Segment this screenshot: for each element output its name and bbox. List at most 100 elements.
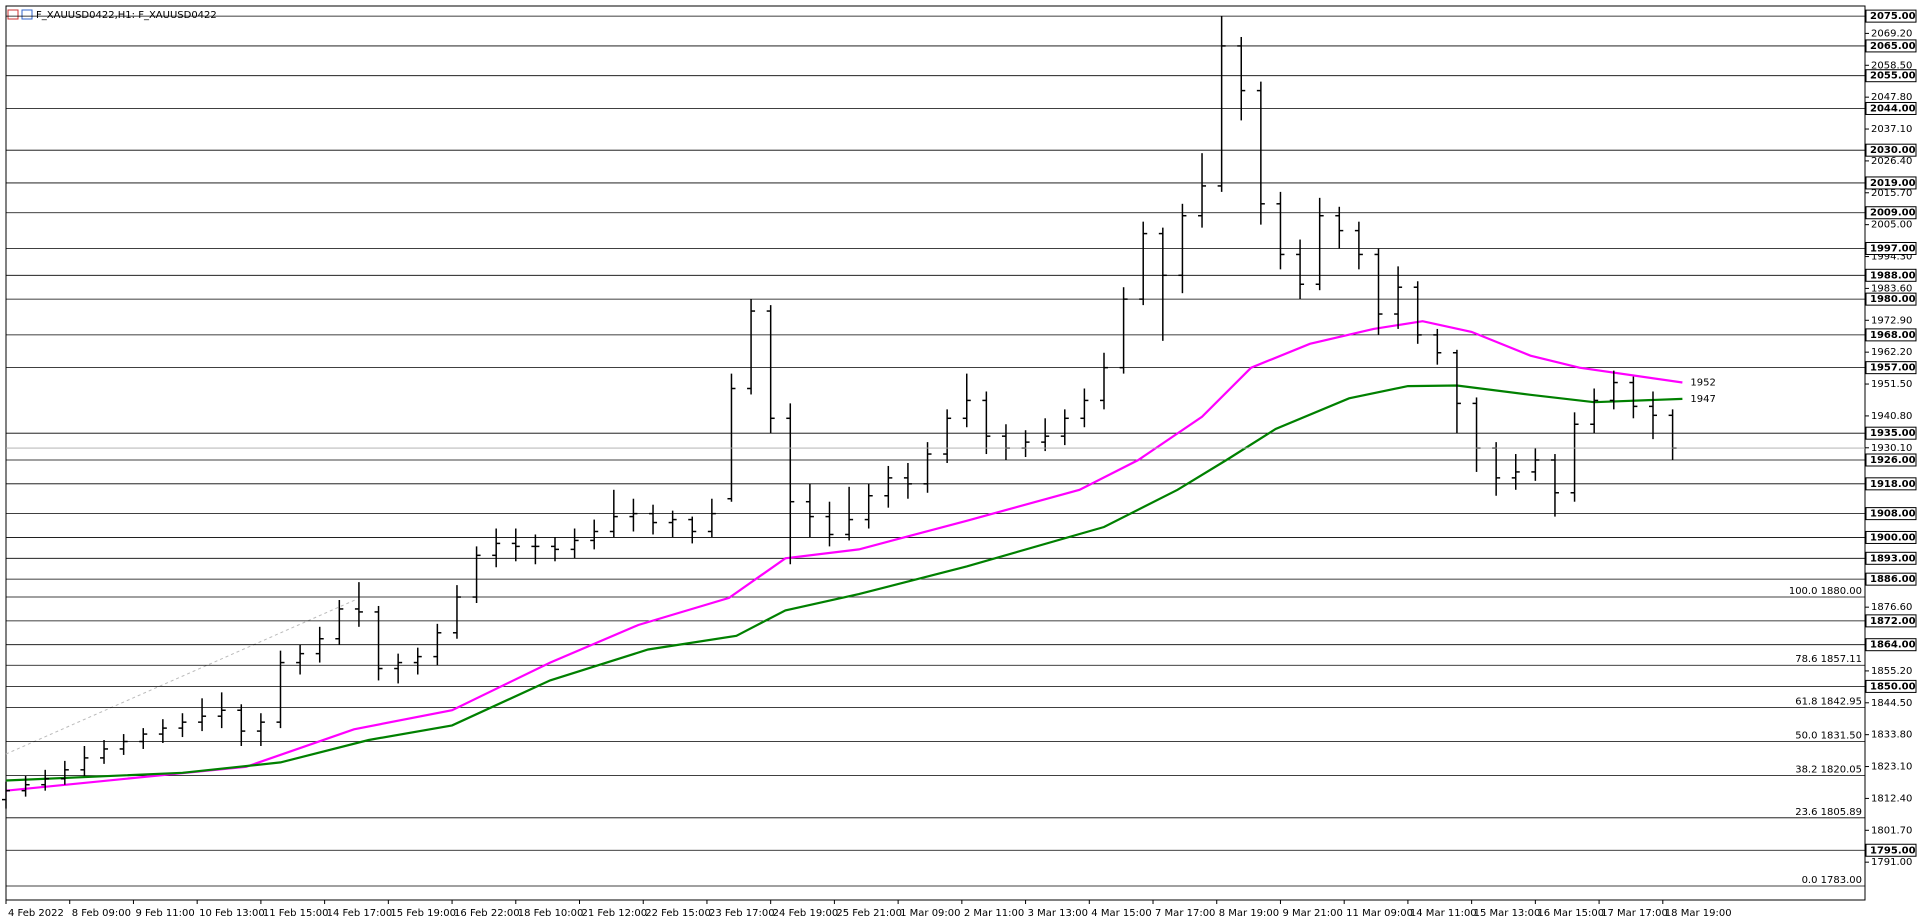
fib-label: 23.6 1805.89 [1795,807,1862,818]
y-tick-label: 1951.50 [1871,379,1912,390]
y-tick-label: 2015.70 [1871,188,1912,199]
x-tick-label: 14 Feb 17:00 [327,908,393,919]
level-box [1865,551,1917,565]
level-label: 1886.00 [1870,574,1916,585]
moving-average [5,320,1683,792]
y-tick-label: 2026.40 [1871,156,1912,167]
level-label: 1980.00 [1870,294,1916,305]
level-label: 2030.00 [1870,145,1916,156]
y-tick-label: 1940.80 [1871,411,1912,422]
level-box [1865,241,1917,255]
level-box [1865,176,1917,190]
fib-label: 50.0 1831.50 [1795,731,1862,742]
level-label: 1908.00 [1870,509,1916,520]
level-box [1865,292,1917,306]
level-box [1865,638,1917,652]
x-tick-label: 9 Mar 21:00 [1282,908,1342,919]
y-tick-label: 1812.40 [1871,793,1912,804]
line-end-label: 1947 [1690,394,1715,405]
x-tick-label: 3 Mar 13:00 [1028,908,1088,919]
y-tick-label: 2037.10 [1871,124,1912,135]
level-box [1865,530,1917,544]
level-label: 1864.00 [1870,640,1916,651]
level-box [1865,614,1917,628]
x-tick-label: 16 Feb 22:00 [454,908,520,919]
x-tick-label: 15 Mar 13:00 [1474,908,1541,919]
x-tick-label: 11 Feb 15:00 [263,908,329,919]
x-tick-label: 15 Feb 19:00 [390,908,456,919]
x-tick-label: 18 Mar 19:00 [1665,908,1732,919]
x-tick-label: 24 Feb 19:00 [773,908,839,919]
y-tick-label: 1983.60 [1871,283,1912,294]
x-tick-label: 2 Mar 11:00 [964,908,1024,919]
icon [21,9,33,20]
level-label: 1926.00 [1870,455,1916,466]
y-tick-label: 1962.20 [1871,347,1912,358]
level-label: 1968.00 [1870,330,1916,341]
x-tick-label: 1 Mar 09:00 [900,908,960,919]
level-label: 1988.00 [1870,270,1916,281]
level-label: 1795.00 [1870,845,1916,856]
y-tick-label: 2069.20 [1871,28,1912,39]
level-box [1865,453,1917,467]
y-tick-label: 2058.50 [1871,60,1912,71]
y-tick-label: 1844.50 [1871,698,1912,709]
level-box [1865,843,1917,857]
y-tick-label: 2047.80 [1871,92,1912,103]
level-label: 1900.00 [1870,532,1916,543]
level-label: 2009.00 [1870,208,1916,219]
level-box [1865,507,1917,521]
y-tick-label: 1994.30 [1871,252,1912,263]
chart-title: F_XAUUSD0422,H1: F_XAUUSD0422 [36,10,217,21]
fib-label: 38.2 1820.05 [1795,765,1862,776]
level-box [1865,426,1917,440]
y-tick-label: 2005.00 [1871,220,1912,231]
level-label: 1918.00 [1870,479,1916,490]
line-end-label: 1952 [1690,378,1715,389]
y-tick-label: 1930.10 [1871,443,1912,454]
x-tick-label: 16 Mar 15:00 [1537,908,1604,919]
level-label: 1957.00 [1870,363,1916,374]
level-label: 1997.00 [1870,243,1916,254]
level-box [1865,143,1917,157]
x-tick-label: 7 Mar 17:00 [1155,908,1215,919]
y-tick-label: 1855.20 [1871,666,1912,677]
level-box [1865,101,1917,115]
moving-average [5,384,1683,782]
plot-frame [5,5,1866,901]
level-label: 2044.00 [1870,103,1916,114]
level-box [1865,328,1917,342]
fib-label: 61.8 1842.95 [1795,696,1862,707]
x-tick-label: 4 Mar 15:00 [1091,908,1151,919]
level-box [1865,206,1917,220]
icon [7,9,19,20]
x-tick-label: 25 Feb 21:00 [836,908,902,919]
x-tick-label: 21 Feb 12:00 [582,908,648,919]
level-box [1865,39,1917,53]
x-tick-label: 8 Feb 09:00 [72,908,131,919]
x-tick-label: 17 Mar 17:00 [1601,908,1668,919]
level-label: 1872.00 [1870,616,1916,627]
x-tick-label: 18 Feb 10:00 [518,908,584,919]
level-label: 1893.00 [1870,553,1916,564]
x-tick-label: 23 Feb 17:00 [709,908,775,919]
level-label: 1850.00 [1870,681,1916,692]
y-tick-label: 1972.90 [1871,315,1912,326]
fib-label: 100.0 1880.00 [1789,586,1862,597]
level-box [1865,69,1917,83]
x-tick-label: 11 Mar 09:00 [1346,908,1413,919]
fib-label: 78.6 1857.11 [1795,654,1862,665]
x-tick-label: 9 Feb 11:00 [135,908,194,919]
y-tick-label: 1791.00 [1871,857,1912,868]
x-tick-label: 10 Feb 13:00 [199,908,265,919]
y-tick-label: 1833.80 [1871,730,1912,741]
x-tick-label: 4 Feb 2022 [8,908,64,919]
level-label: 2075.00 [1870,11,1916,22]
fib-label: 0.0 1783.00 [1802,875,1862,886]
level-box [1865,572,1917,586]
level-label: 1935.00 [1870,428,1916,439]
level-box [1865,477,1917,491]
y-tick-label: 1801.70 [1871,825,1912,836]
level-label: 2065.00 [1870,41,1916,52]
x-tick-label: 8 Mar 19:00 [1219,908,1279,919]
